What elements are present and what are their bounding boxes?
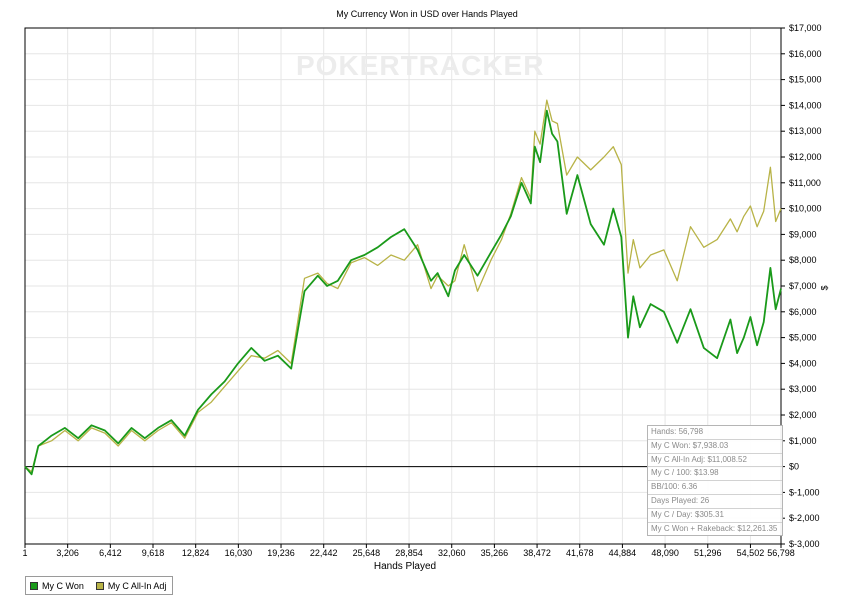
stat-row: My C / 100: $13.98 <box>648 467 782 482</box>
y-tick-label: $16,000 <box>789 49 822 59</box>
series-my-c-all-in-adj <box>24 99 782 473</box>
y-tick-label: $3,000 <box>789 384 817 394</box>
x-tick-label: 6,412 <box>99 548 122 558</box>
y-tick-label: $0 <box>789 462 799 472</box>
y-tick-label: $10,000 <box>789 204 822 214</box>
series <box>24 99 782 476</box>
y-tick-label: $-2,000 <box>789 513 820 523</box>
y-tick-label: $1,000 <box>789 436 817 446</box>
series-my-c-won <box>24 109 782 476</box>
x-tick-label: 28,854 <box>395 548 423 558</box>
x-tick-label: 48,090 <box>651 548 679 558</box>
y-tick-label: $8,000 <box>789 255 817 265</box>
x-tick-label: 1 <box>22 548 27 558</box>
x-tick-label: 16,030 <box>225 548 253 558</box>
y-tick-label: $-3,000 <box>789 539 820 549</box>
plot-frame <box>24 27 782 545</box>
stat-row: My C / Day: $305.31 <box>648 509 782 523</box>
x-tick-label: 44,884 <box>609 548 637 558</box>
stat-row: Hands: 56,798 <box>648 426 782 440</box>
x-tick-label: 19,236 <box>267 548 295 558</box>
tick-labels: $17,000 $16,000 $15,000 $14,000 $13,000 $12,0… <box>22 23 821 558</box>
y-tick-label: $12,000 <box>789 152 822 162</box>
x-tick-label: 3,206 <box>56 548 79 558</box>
legend-item-all-in-adj[interactable]: My C All-In Adj <box>95 580 167 591</box>
x-tick-label: 9,618 <box>142 548 165 558</box>
y-axis-label: $ <box>819 285 830 291</box>
legend-label: My C Won <box>42 580 84 591</box>
chart-title: My Currency Won in USD over Hands Played <box>336 9 518 19</box>
legend: My C Won My C All-In Adj <box>25 576 174 595</box>
x-tick-label: 25,648 <box>353 548 381 558</box>
stat-row: My C Won + Rakeback: $12,261.35 <box>651 523 778 533</box>
stat-row: BB/100: 6.36 <box>648 481 782 495</box>
stat-row: My C All-In Adj: $11,008.52 <box>648 454 782 468</box>
y-tick-label: $-1,000 <box>789 487 820 497</box>
y-tick-label: $6,000 <box>789 307 817 317</box>
stats-box: Hands: 56,798 My C Won: $7,938.03 My C All… <box>647 425 783 537</box>
legend-item-my-c-won[interactable]: My C Won <box>30 581 84 591</box>
y-tick-label: $13,000 <box>789 126 822 136</box>
y-tick-label: $14,000 <box>789 100 822 110</box>
x-tick-label: 12,824 <box>182 548 210 558</box>
y-tick-label: $5,000 <box>789 333 817 343</box>
x-tick-label: 51,296 <box>694 548 722 558</box>
y-tick-label: $11,000 <box>789 178 821 188</box>
x-tick-label: 35,266 <box>481 548 509 558</box>
legend-swatch <box>95 581 104 590</box>
x-tick-label: 38,472 <box>523 548 551 558</box>
y-tick-label: $9,000 <box>789 229 817 239</box>
x-tick-label: 56,798 <box>767 548 795 558</box>
x-tick-label: 41,678 <box>566 548 594 558</box>
y-tick-label: $15,000 <box>789 75 822 85</box>
legend-label: My C All-In Adj <box>107 580 167 591</box>
y-tick-label: $2,000 <box>789 410 817 420</box>
y-tick-label: $17,000 <box>789 23 822 33</box>
stat-row: Days Played: 26 <box>648 495 782 509</box>
y-tick-label: $4,000 <box>789 358 817 368</box>
stat-row: My C Won: $7,938.03 <box>648 440 782 454</box>
y-tick-label: $7,000 <box>789 281 817 291</box>
x-tick-label: 32,060 <box>438 548 466 558</box>
x-tick-label: 54,502 <box>737 548 765 558</box>
pokertracker-watermark: POKERTRACKER <box>296 50 545 81</box>
legend-swatch <box>30 581 38 590</box>
x-tick-label: 22,442 <box>310 548 338 558</box>
x-axis-label: Hands Played <box>373 561 437 572</box>
